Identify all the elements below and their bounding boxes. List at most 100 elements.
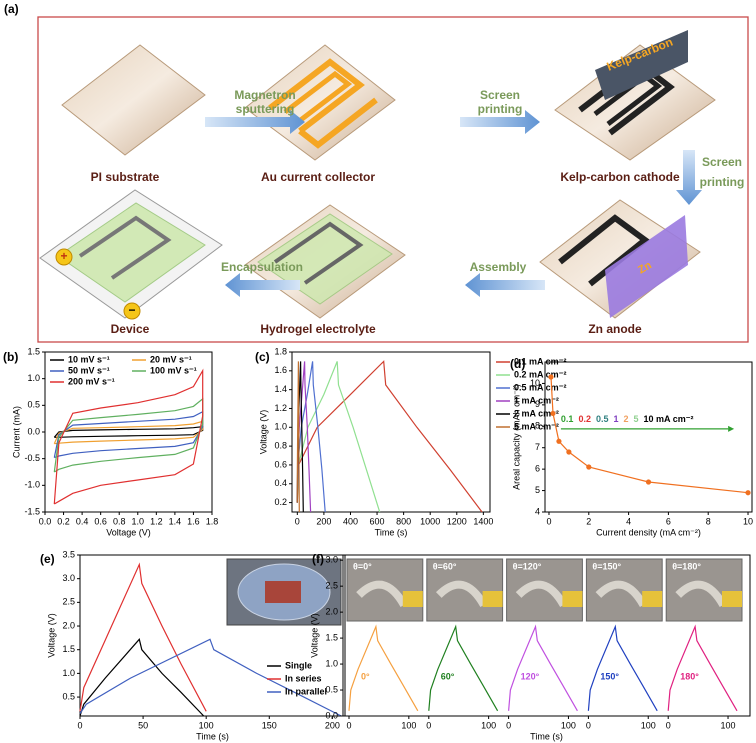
legend-label: 100 mV s⁻¹ bbox=[150, 365, 197, 375]
data-line bbox=[428, 624, 499, 712]
x-tick-label: 6 bbox=[666, 516, 671, 526]
y-tick-label: 4 bbox=[535, 506, 540, 516]
photo-label: θ=150° bbox=[592, 561, 621, 571]
photo-detail bbox=[562, 591, 583, 607]
electrode bbox=[268, 58, 365, 134]
x-tick-label: 100 bbox=[641, 720, 656, 730]
y-tick-label: 1.5 bbox=[325, 632, 338, 642]
y-tick-label: 0.2 bbox=[274, 497, 287, 507]
photo-detail bbox=[675, 580, 727, 608]
y-tick-label: 6 bbox=[535, 464, 540, 474]
x-tick-label: 100 bbox=[721, 720, 736, 730]
y-tick-label: -1.0 bbox=[24, 480, 40, 490]
terminal-label: − bbox=[128, 303, 135, 317]
x-tick-label: 0 bbox=[346, 720, 351, 730]
legend-label: In series bbox=[285, 673, 322, 683]
mask-label: Zn bbox=[636, 259, 654, 276]
x-tick-label: 0 bbox=[77, 720, 82, 730]
x-tick-label: 8 bbox=[706, 516, 711, 526]
electrode bbox=[593, 72, 663, 126]
data-point bbox=[645, 479, 652, 485]
x-tick-label: 1.6 bbox=[187, 516, 200, 526]
y-tick-label: 10 bbox=[530, 378, 540, 388]
step-label: PI substrate bbox=[91, 170, 160, 184]
electrode bbox=[283, 70, 353, 124]
panel-label: (d) bbox=[510, 357, 525, 371]
photo-detail bbox=[722, 591, 742, 607]
legend-label: 200 mV s⁻¹ bbox=[68, 376, 115, 386]
photo-detail bbox=[595, 580, 647, 608]
panel-label: (f) bbox=[312, 552, 324, 566]
data-line bbox=[587, 624, 658, 712]
photo-label: θ=0° bbox=[353, 561, 372, 571]
x-tick-label: 0 bbox=[426, 720, 431, 730]
x-tick-label: 1.4 bbox=[169, 516, 182, 526]
annotation-label: 10 mA cm⁻² bbox=[644, 414, 694, 424]
terminal bbox=[123, 302, 141, 320]
series-label: 180° bbox=[680, 671, 699, 681]
data-point bbox=[586, 464, 592, 470]
x-axis-label: Time (s) bbox=[375, 527, 408, 537]
photo-detail bbox=[356, 580, 408, 608]
y-tick-label: 1.8 bbox=[274, 346, 287, 356]
legend-label: 0.1 mA cm⁻² bbox=[514, 356, 566, 366]
legend-label: 2 mA cm⁻² bbox=[514, 408, 559, 418]
data-line bbox=[667, 624, 738, 712]
y-tick-label: 0.8 bbox=[274, 440, 287, 450]
x-tick-label: 10 bbox=[743, 516, 753, 526]
x-tick-label: 0.6 bbox=[94, 516, 107, 526]
data-line bbox=[79, 562, 207, 712]
arrow-label: Assembly bbox=[470, 260, 527, 274]
y-tick-label: 1.0 bbox=[27, 373, 40, 383]
x-tick-label: 0 bbox=[586, 720, 591, 730]
schematic-frame bbox=[37, 16, 749, 343]
photo-detail bbox=[435, 580, 488, 608]
x-tick-label: 0 bbox=[546, 516, 551, 526]
schematic: Kelp-carbon Zn + − Magnetron sputtering … bbox=[39, 30, 745, 336]
y-tick-label: 3.0 bbox=[325, 555, 338, 565]
x-tick-label: 100 bbox=[561, 720, 576, 730]
x-axis-label: Time (s) bbox=[196, 731, 229, 741]
photo-detail bbox=[482, 591, 503, 607]
annotation-label: 2 bbox=[623, 414, 628, 424]
electrode bbox=[298, 97, 378, 149]
x-tick-label: 0.2 bbox=[57, 516, 70, 526]
x-tick-label: 1.8 bbox=[206, 516, 219, 526]
x-tick-label: 100 bbox=[199, 720, 214, 730]
series-label: 150° bbox=[600, 671, 619, 681]
data-line bbox=[296, 360, 483, 513]
terminal-label: + bbox=[60, 249, 67, 263]
step-label: Hydrogel electrolyte bbox=[260, 322, 376, 336]
data-line bbox=[348, 624, 419, 712]
x-tick-label: 1400 bbox=[473, 516, 493, 526]
photo-label: θ=180° bbox=[672, 561, 701, 571]
step-label: Kelp-carbon cathode bbox=[560, 170, 680, 184]
arrow-label: printing bbox=[700, 175, 745, 189]
x-axis-label: Current density (mA cm⁻²) bbox=[596, 527, 701, 537]
annotation-label: 0.2 bbox=[578, 414, 591, 424]
panel-label: (c) bbox=[255, 350, 270, 364]
x-tick-label: 1.0 bbox=[132, 516, 145, 526]
electrolyte bbox=[57, 202, 206, 303]
legend-label: Single bbox=[285, 660, 312, 670]
y-tick-label: 0.6 bbox=[274, 459, 287, 469]
y-tick-label: 2.0 bbox=[62, 620, 75, 630]
panel-label: (e) bbox=[40, 552, 55, 566]
y-tick-label: 1.0 bbox=[274, 422, 287, 432]
y-tick-label: 1.2 bbox=[274, 403, 287, 413]
arrow bbox=[460, 110, 540, 134]
y-axis-label: Current (mA) bbox=[11, 406, 21, 458]
y-tick-label: 8 bbox=[535, 421, 540, 431]
step-label: Device bbox=[111, 322, 150, 336]
photo-label: θ=60° bbox=[433, 561, 457, 571]
annotation-arrowhead bbox=[728, 425, 735, 432]
x-axis-label: Time (s) bbox=[530, 731, 563, 741]
x-tick-label: 1.2 bbox=[150, 516, 163, 526]
plot-frame bbox=[342, 554, 751, 717]
x-tick-label: 2 bbox=[586, 516, 591, 526]
photo-detail bbox=[642, 591, 663, 607]
y-axis-label: Voltage (V) bbox=[258, 410, 268, 455]
photo-detail bbox=[265, 581, 301, 603]
y-tick-label: -0.5 bbox=[24, 453, 40, 463]
data-point bbox=[548, 374, 554, 380]
